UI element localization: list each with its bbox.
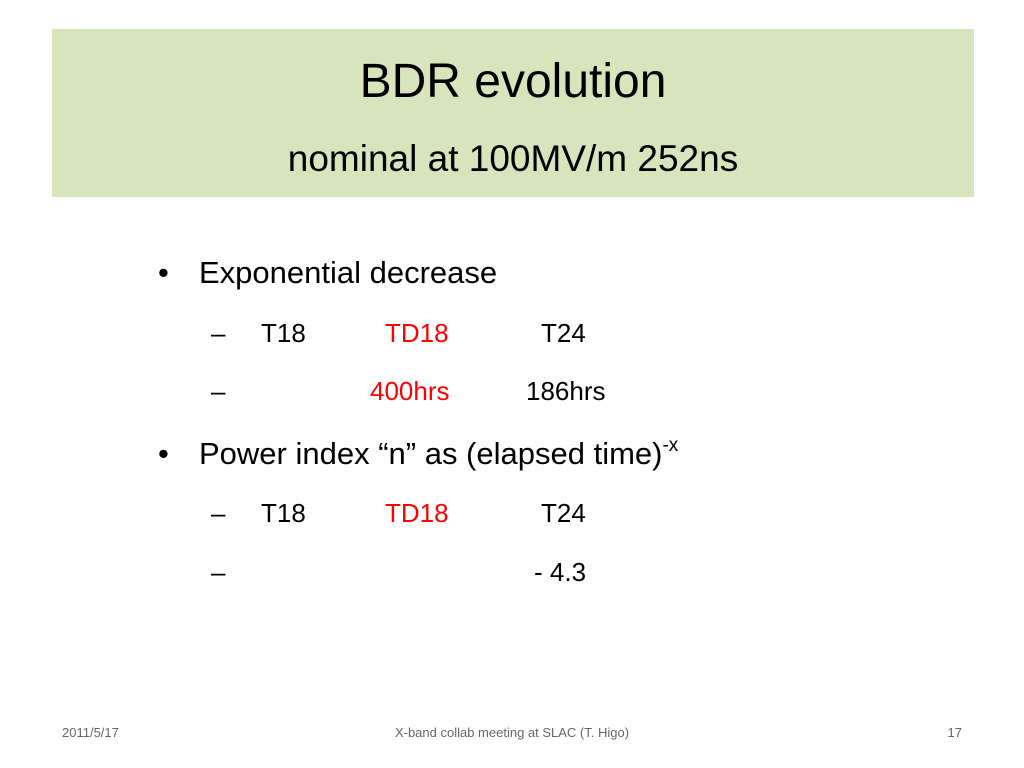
cell: T24 [541,318,586,348]
cell: T24 [541,498,586,528]
cell: T18 [261,498,306,528]
footer-page: 17 [947,725,962,740]
dash: – [211,318,226,348]
dash: – [211,557,226,587]
bullet-dot: • [158,436,169,471]
bullet-text: Power index “n” as (elapsed time) [199,436,663,471]
cell: TD18 [385,318,449,348]
cell: 186hrs [526,376,606,406]
header-band [52,29,974,197]
cell: 400hrs [370,376,450,406]
cell: - 4.3 [534,557,587,587]
cell: T18 [261,318,306,348]
footer-date: 2011/5/17 [62,725,119,740]
bullet-text: Exponential decrease [199,255,498,290]
footer-center: X-band collab meeting at SLAC (T. Higo) [394,725,630,740]
dash: – [211,376,226,406]
bullet-text: Power index “n” as (elapsed time)-x [199,435,679,471]
cell: TD18 [385,498,449,528]
subtitle: nominal at 100MV/m 252ns [287,138,739,179]
dash: – [211,498,226,528]
superscript: -x [662,435,679,456]
bullet-dot: • [158,255,169,290]
title: BDR evolution [359,55,667,108]
